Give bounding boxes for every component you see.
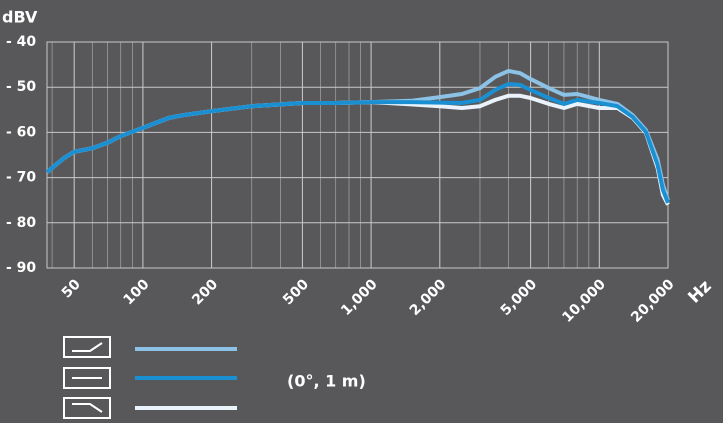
legend-icon: [63, 367, 111, 389]
y-tick-label: - 60: [6, 124, 36, 140]
x-tick-label: 5,000: [498, 276, 541, 319]
legend-icons: [63, 336, 111, 419]
annotation: (0°, 1 m): [287, 372, 366, 391]
y-tick-label: - 90: [6, 260, 36, 276]
x-tick-label: 100: [121, 276, 153, 308]
x-tick-label: 2,000: [407, 276, 450, 319]
plot-frame: [46, 41, 669, 269]
series-line: [45, 82, 670, 204]
x-tick-label: 200: [189, 276, 221, 308]
x-tick-label: 50: [59, 276, 84, 301]
x-axis-label: Hz: [684, 276, 715, 307]
legend-icon-shape: [72, 342, 103, 352]
y-tick-label: - 70: [6, 170, 36, 186]
y-tick-label: - 50: [6, 79, 36, 95]
series-line: [45, 68, 670, 201]
legend-icon: [63, 397, 111, 419]
legend-icon: [63, 336, 111, 358]
x-tick-label: 1,000: [338, 276, 381, 319]
grid: [46, 41, 669, 269]
legend-icon-shape: [72, 403, 103, 413]
x-tick-label: 500: [280, 276, 312, 308]
series-line: [45, 93, 670, 206]
y-tick-label: - 80: [6, 215, 36, 231]
x-tick-label: 10,000: [559, 276, 609, 326]
x-tick-label: 20,000: [628, 276, 678, 326]
y-axis-label: dBV: [2, 8, 38, 27]
y-tick-label: - 40: [6, 34, 36, 50]
